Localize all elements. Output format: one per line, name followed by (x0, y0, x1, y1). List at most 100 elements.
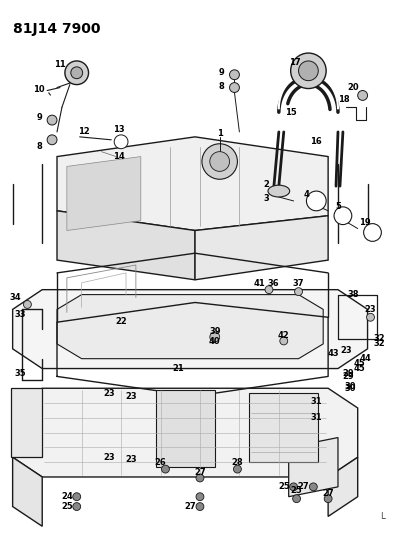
Text: 9: 9 (219, 68, 225, 77)
Polygon shape (67, 157, 141, 230)
Circle shape (366, 313, 374, 321)
Text: 20: 20 (347, 83, 359, 92)
Circle shape (324, 495, 332, 503)
Text: 12: 12 (78, 127, 89, 136)
Text: 27: 27 (297, 482, 309, 491)
Text: 23: 23 (340, 346, 352, 356)
Text: 25: 25 (278, 482, 290, 491)
Circle shape (280, 337, 288, 345)
Text: 25: 25 (291, 486, 303, 495)
Text: 5: 5 (335, 203, 341, 212)
Text: 23: 23 (125, 392, 137, 401)
Text: 30: 30 (344, 384, 355, 393)
Circle shape (295, 288, 303, 296)
Polygon shape (11, 388, 42, 457)
Text: 4: 4 (303, 190, 309, 198)
Text: 14: 14 (113, 152, 125, 161)
Polygon shape (13, 388, 358, 477)
Text: 11: 11 (54, 60, 66, 69)
Text: 45: 45 (354, 359, 366, 368)
Circle shape (364, 224, 381, 241)
Text: 13: 13 (113, 125, 125, 134)
Text: 27: 27 (322, 489, 334, 498)
Polygon shape (57, 295, 323, 359)
Text: 25: 25 (61, 502, 73, 511)
Circle shape (202, 144, 238, 179)
Ellipse shape (268, 185, 290, 197)
Circle shape (162, 465, 169, 473)
Circle shape (71, 67, 83, 79)
Polygon shape (13, 457, 42, 526)
Circle shape (299, 61, 318, 80)
Text: 31: 31 (310, 397, 322, 406)
Circle shape (334, 207, 352, 224)
Circle shape (47, 115, 57, 125)
Text: 23: 23 (365, 305, 376, 314)
Text: 34: 34 (10, 293, 21, 302)
Circle shape (196, 493, 204, 500)
Polygon shape (249, 393, 318, 462)
Polygon shape (156, 390, 215, 467)
Text: 30: 30 (344, 382, 355, 391)
Polygon shape (328, 457, 358, 516)
Text: 3: 3 (263, 195, 269, 204)
Text: 23: 23 (104, 453, 115, 462)
Text: 37: 37 (293, 279, 304, 288)
Text: 26: 26 (155, 458, 166, 467)
Text: └: └ (378, 514, 385, 524)
Polygon shape (289, 438, 338, 497)
Polygon shape (57, 211, 195, 280)
Text: 45: 45 (354, 364, 366, 373)
Text: 31: 31 (310, 413, 322, 422)
Text: 19: 19 (359, 218, 370, 227)
Text: 27: 27 (184, 502, 196, 511)
Text: 41: 41 (253, 279, 265, 288)
Text: 21: 21 (173, 364, 184, 373)
Circle shape (114, 135, 128, 149)
Text: 8: 8 (219, 82, 225, 91)
Text: 1: 1 (217, 130, 223, 139)
Polygon shape (195, 216, 328, 280)
Text: 44: 44 (360, 354, 372, 363)
Circle shape (358, 91, 368, 100)
Polygon shape (13, 289, 368, 368)
Circle shape (47, 135, 57, 145)
Text: 29: 29 (342, 369, 354, 378)
Text: 33: 33 (15, 310, 26, 319)
Text: 39: 39 (209, 327, 221, 336)
Circle shape (234, 465, 242, 473)
Text: 17: 17 (289, 59, 300, 67)
Text: 27: 27 (194, 467, 206, 477)
Text: 18: 18 (338, 95, 350, 104)
Text: 40: 40 (209, 337, 221, 346)
Polygon shape (57, 137, 328, 230)
Text: 22: 22 (115, 317, 127, 326)
Circle shape (230, 70, 240, 79)
Text: 23: 23 (104, 389, 115, 398)
Circle shape (24, 301, 32, 309)
Text: 8: 8 (36, 142, 42, 151)
Text: 24: 24 (61, 492, 73, 501)
Text: 16: 16 (310, 138, 322, 146)
Circle shape (73, 503, 81, 511)
Circle shape (291, 53, 326, 88)
Text: 36: 36 (267, 279, 279, 288)
Text: 32: 32 (374, 340, 385, 349)
Circle shape (196, 503, 204, 511)
Circle shape (65, 61, 89, 85)
Circle shape (73, 493, 81, 500)
Text: 35: 35 (15, 369, 26, 378)
Circle shape (230, 83, 240, 93)
Text: 15: 15 (285, 108, 297, 117)
Circle shape (307, 191, 326, 211)
Circle shape (293, 495, 301, 503)
Text: 23: 23 (125, 455, 137, 464)
Circle shape (210, 152, 230, 172)
Text: 28: 28 (232, 458, 243, 467)
Text: 43: 43 (327, 349, 339, 358)
Text: 29: 29 (342, 372, 354, 381)
Circle shape (309, 483, 317, 491)
Text: 81J14 7900: 81J14 7900 (13, 21, 100, 36)
Text: 38: 38 (347, 290, 359, 299)
Circle shape (265, 286, 273, 294)
